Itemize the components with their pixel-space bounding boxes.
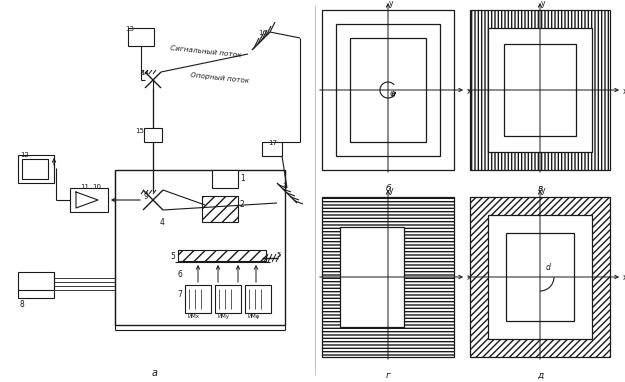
Text: x: x (467, 274, 471, 283)
Bar (470, 10, 610, 170)
Bar (178, 250, 266, 261)
Text: 13: 13 (125, 26, 134, 32)
Bar (488, 28, 592, 152)
Bar (128, 28, 154, 46)
Bar (185, 285, 211, 313)
Bar (336, 24, 440, 156)
Bar (470, 197, 610, 357)
Text: y: y (389, 0, 394, 8)
Text: 7: 7 (177, 290, 182, 299)
Text: в: в (538, 184, 542, 193)
Text: д: д (537, 371, 543, 380)
Bar (504, 44, 576, 136)
Text: 3: 3 (282, 183, 286, 189)
Text: 11: 11 (80, 184, 89, 190)
Text: d: d (546, 263, 551, 272)
Text: x: x (623, 86, 625, 96)
Bar (215, 285, 241, 313)
Bar (144, 128, 162, 142)
Text: ИМy: ИМy (217, 314, 229, 319)
Text: 16: 16 (258, 30, 267, 36)
Text: а: а (152, 368, 158, 378)
Bar (350, 38, 426, 142)
Text: 12: 12 (20, 152, 29, 158)
Text: 6: 6 (177, 270, 182, 279)
Text: Опорный поток: Опорный поток (190, 72, 249, 84)
Text: ИМφ: ИМφ (247, 314, 259, 319)
Text: y: y (541, 0, 546, 8)
Text: 9: 9 (143, 192, 148, 201)
Text: 10: 10 (92, 184, 101, 190)
Text: ИМx: ИМx (187, 314, 199, 319)
Text: 4: 4 (160, 218, 165, 227)
Text: x: x (467, 86, 471, 96)
Bar (322, 10, 454, 170)
Text: φ: φ (390, 89, 395, 97)
Text: 1: 1 (240, 174, 245, 183)
Bar (18, 272, 54, 298)
Text: 14: 14 (140, 70, 149, 76)
Bar (70, 188, 108, 212)
Bar (212, 170, 238, 188)
Text: 2: 2 (240, 200, 245, 209)
Polygon shape (76, 192, 98, 208)
Bar (262, 142, 282, 156)
Bar (18, 155, 54, 183)
Text: y: y (389, 186, 394, 195)
Text: 15: 15 (135, 128, 144, 134)
Bar (22, 159, 48, 179)
Text: y: y (541, 186, 546, 195)
Text: x: x (623, 274, 625, 283)
Bar (245, 285, 271, 313)
Bar (202, 196, 238, 222)
Text: 17: 17 (268, 140, 277, 146)
Bar (341, 227, 404, 327)
Text: 5: 5 (276, 252, 281, 258)
Bar (115, 170, 285, 325)
Bar (488, 215, 592, 339)
Text: 8: 8 (20, 300, 25, 309)
Text: 5: 5 (170, 252, 175, 261)
Text: б: б (385, 184, 391, 193)
Text: Сигнальный поток: Сигнальный поток (170, 45, 242, 58)
Bar (506, 233, 574, 321)
Text: г: г (386, 371, 391, 380)
Bar (322, 197, 454, 357)
